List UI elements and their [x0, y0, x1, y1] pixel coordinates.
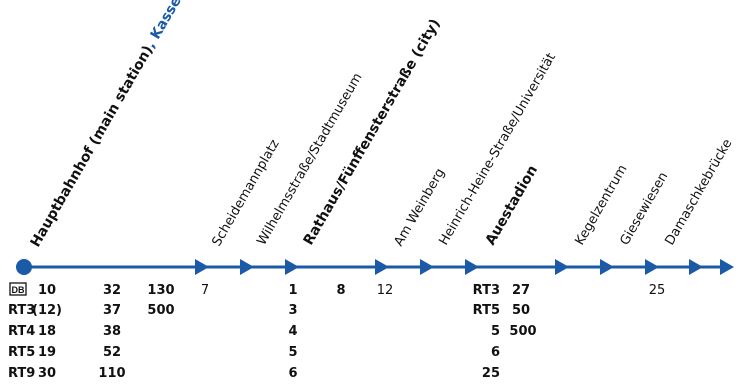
stop-arrow-10	[689, 259, 703, 275]
stop-label-giesewiesen: Giesewiesen	[617, 170, 671, 248]
auestadion-col2-3: 500	[509, 324, 536, 339]
hbf-row-3-line: RT4	[8, 324, 35, 339]
rathaus-line-4: 5	[288, 345, 297, 360]
hbf-row-1-a: 10	[38, 283, 56, 298]
connections-auestadion: RT3 RT5 5 6 25 27 50 500	[473, 283, 537, 381]
city-name: , Kassel	[143, 0, 188, 51]
stop-arrow-8	[600, 259, 614, 275]
hbf-row-5-line: RT9	[8, 366, 35, 381]
hbf-row-2-c: 500	[147, 303, 174, 318]
connections-am-weinberg: 12	[377, 283, 394, 298]
rathaus-line-3: 4	[288, 324, 297, 339]
rathaus-line-2: 3	[288, 303, 297, 318]
rathaus-line-1: 1	[288, 283, 297, 298]
hbf-row-1-b: 32	[103, 283, 121, 298]
svg-text:Damaschkebrücke: Damaschkebrücke	[662, 137, 735, 248]
rathaus-bus-1: 8	[336, 283, 345, 298]
hbf-row-4-a: 19	[38, 345, 56, 360]
connections-scheidemannplatz: 7	[201, 283, 209, 298]
db-badge-box	[9, 282, 27, 296]
hbf-row-2-a: (12)	[32, 303, 62, 318]
db-badge: DB	[12, 285, 25, 295]
auestadion-col2-2: 50	[512, 303, 530, 318]
stop-arrow-2	[240, 259, 254, 275]
hbf-row-3-b: 38	[103, 324, 121, 339]
terminus-dot	[16, 259, 32, 275]
svg-text:Hauptbahnhof (main station), K: Hauptbahnhof (main station), Kassel	[28, 0, 187, 250]
stop-arrow-9	[645, 259, 659, 275]
hbf-row-4-line: RT5	[8, 345, 35, 360]
auestadion-col2-1: 27	[512, 283, 530, 298]
line-end-arrow	[720, 259, 734, 275]
hbf-row-5-a: 30	[38, 366, 56, 381]
hbf-row-2-b: 37	[103, 303, 121, 318]
svg-text:Auestadion: Auestadion	[483, 163, 541, 248]
auestadion-col1-1: RT3	[473, 283, 500, 298]
stop-name: Hauptbahnhof (main station)	[28, 43, 157, 250]
svg-text:Giesewiesen: Giesewiesen	[617, 170, 671, 248]
stop-arrow-6	[465, 259, 479, 275]
stop-arrow-5	[420, 259, 434, 275]
hbf-row-5-b: 110	[98, 366, 125, 381]
auestadion-col1-4: 6	[491, 345, 500, 360]
stop-label-auestadion: Auestadion	[483, 163, 541, 248]
connections-hauptbahnhof: DB 10 32 130 RT3 (12) 37 500 RT4 18 38 R…	[8, 282, 175, 381]
auestadion-col1-3: 5	[491, 324, 500, 339]
hbf-row-3-a: 18	[38, 324, 56, 339]
stop-arrow-4	[375, 259, 389, 275]
stop-arrow-3	[285, 259, 299, 275]
hbf-row-2-line: RT3	[8, 303, 35, 318]
connections-giesewiesen: 25	[649, 283, 666, 298]
stop-label-hauptbahnhof: Hauptbahnhof (main station), Kassel	[28, 0, 187, 250]
hbf-row-4-b: 52	[103, 345, 121, 360]
rathaus-line-5: 6	[288, 366, 297, 381]
auestadion-col1-5: 25	[482, 366, 500, 381]
connections-rathaus: 1 3 4 5 6 8	[288, 283, 345, 381]
stop-label-damaschkebruecke: Damaschkebrücke	[662, 137, 735, 248]
hbf-row-1-c: 130	[147, 283, 174, 298]
stop-arrow-1	[195, 259, 209, 275]
stop-arrow-7	[555, 259, 569, 275]
auestadion-col1-2: RT5	[473, 303, 500, 318]
